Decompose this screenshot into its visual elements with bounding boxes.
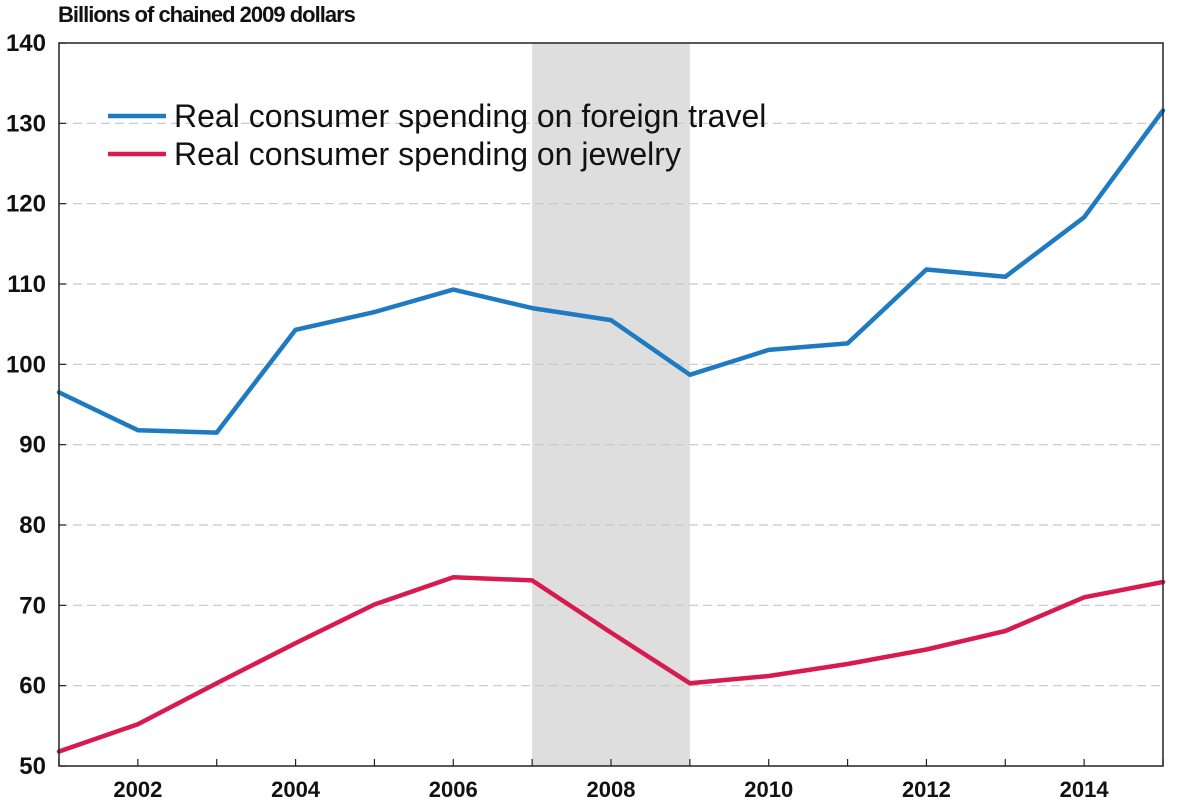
- y-tick-label: 70: [19, 592, 46, 619]
- x-tick-label: 2014: [1060, 777, 1110, 802]
- y-tick-label: 50: [19, 753, 46, 780]
- y-tick-label: 60: [19, 673, 46, 700]
- legend-label-jewelry: Real consumer spending on jewelry: [174, 136, 681, 172]
- series-line-foreign-travel: [56, 108, 1166, 435]
- x-tick-label: 2010: [744, 777, 793, 802]
- y-tick-labels: 50 60 70 80 90 100 110 120 130 140: [6, 30, 46, 780]
- x-tick-label: 2006: [429, 777, 478, 802]
- legend-label-foreign-travel: Real consumer spending on foreign travel: [174, 98, 766, 134]
- x-tick-label: 2012: [902, 777, 951, 802]
- x-tick-label: 2002: [113, 777, 162, 802]
- y-tick-label: 90: [19, 432, 46, 459]
- y-tick-label: 80: [19, 512, 46, 539]
- legend: Real consumer spending on foreign travel…: [108, 98, 766, 172]
- y-tick-label: 140: [6, 30, 46, 57]
- series-line-jewelry: [56, 574, 1166, 754]
- x-tick-label: 2008: [587, 777, 636, 802]
- y-axis-unit-label: Billions of chained 2009 dollars: [58, 2, 356, 27]
- gridlines: [59, 42, 1163, 767]
- recession-shading: [532, 43, 690, 766]
- series-lines: [56, 108, 1166, 754]
- x-tick-label: 2004: [271, 777, 321, 802]
- y-tick-label: 120: [6, 191, 46, 218]
- y-tick-label: 100: [6, 351, 46, 378]
- y-tick-label: 130: [6, 110, 46, 137]
- y-tick-label: 110: [7, 271, 46, 298]
- x-tick-labels: 2002 2004 2006 2008 2010 2012 2014: [58, 759, 1164, 802]
